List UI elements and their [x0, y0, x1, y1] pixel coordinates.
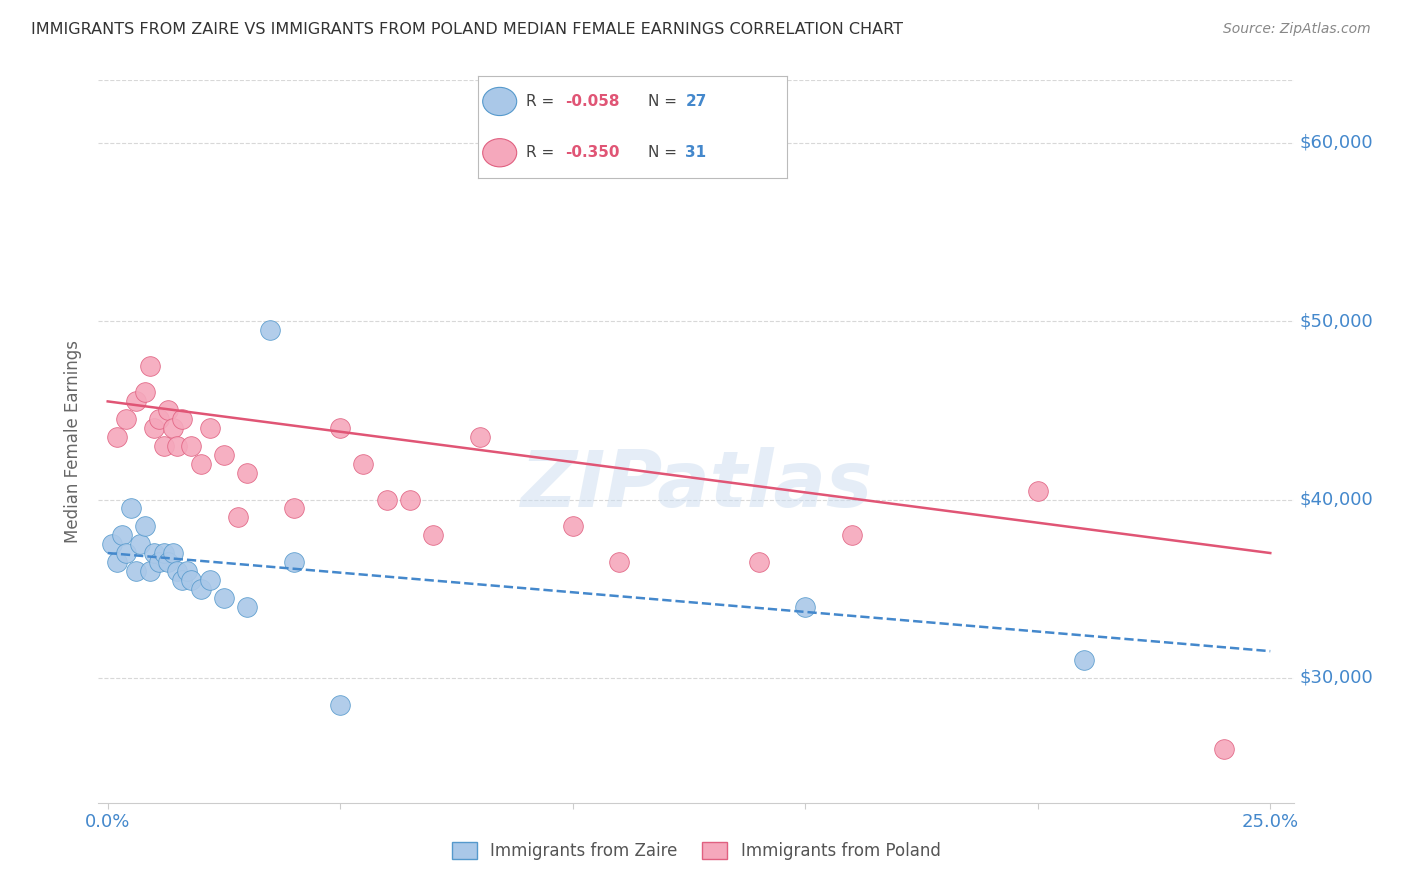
Point — [329, 421, 352, 435]
Point — [124, 394, 146, 409]
Point — [422, 528, 444, 542]
Point — [172, 573, 194, 587]
Point — [198, 573, 221, 587]
Text: IMMIGRANTS FROM ZAIRE VS IMMIGRANTS FROM POLAND MEDIAN FEMALE EARNINGS CORRELATI: IMMIGRANTS FROM ZAIRE VS IMMIGRANTS FROM… — [31, 22, 903, 37]
Text: N =: N = — [648, 94, 682, 109]
Text: 31: 31 — [685, 145, 706, 161]
Point — [748, 555, 770, 569]
Point — [259, 323, 281, 337]
Point — [124, 564, 146, 578]
Point — [143, 421, 166, 435]
Point — [236, 466, 259, 480]
Point — [180, 439, 202, 453]
Point — [176, 564, 198, 578]
Point — [353, 457, 375, 471]
Text: 27: 27 — [685, 94, 707, 109]
Point — [162, 421, 184, 435]
Point — [111, 528, 134, 542]
Point — [101, 537, 124, 551]
Text: $60,000: $60,000 — [1299, 134, 1374, 152]
Point — [166, 439, 188, 453]
Text: -0.058: -0.058 — [565, 94, 619, 109]
Circle shape — [482, 138, 517, 167]
Text: $50,000: $50,000 — [1299, 312, 1374, 330]
Point — [190, 582, 212, 596]
Point — [152, 439, 174, 453]
Point — [329, 698, 352, 712]
Text: N =: N = — [648, 145, 682, 161]
Point — [115, 546, 138, 560]
Point — [105, 555, 128, 569]
Legend: Immigrants from Zaire, Immigrants from Poland: Immigrants from Zaire, Immigrants from P… — [444, 835, 948, 867]
Point — [198, 421, 221, 435]
Point — [138, 359, 160, 373]
Point — [152, 546, 174, 560]
Point — [1026, 483, 1049, 498]
Point — [236, 599, 259, 614]
Point — [212, 591, 235, 605]
Point — [841, 528, 863, 542]
Point — [1073, 653, 1095, 667]
Point — [138, 564, 160, 578]
Point — [226, 510, 249, 524]
Text: -0.350: -0.350 — [565, 145, 619, 161]
Point — [148, 412, 170, 426]
Point — [166, 564, 188, 578]
Text: R =: R = — [526, 94, 560, 109]
Point — [129, 537, 152, 551]
Point — [561, 519, 583, 533]
Point — [134, 519, 156, 533]
Text: $40,000: $40,000 — [1299, 491, 1374, 508]
Point — [794, 599, 817, 614]
Point — [120, 501, 142, 516]
Text: R =: R = — [526, 145, 560, 161]
Point — [190, 457, 212, 471]
Point — [212, 448, 235, 462]
Point — [399, 492, 422, 507]
Text: Source: ZipAtlas.com: Source: ZipAtlas.com — [1223, 22, 1371, 37]
Point — [162, 546, 184, 560]
Point — [105, 430, 128, 444]
Point — [157, 555, 180, 569]
Text: $30,000: $30,000 — [1299, 669, 1374, 687]
Point — [134, 385, 156, 400]
Point — [283, 501, 305, 516]
Point — [148, 555, 170, 569]
Point — [1212, 742, 1234, 756]
Point — [375, 492, 398, 507]
Point — [172, 412, 194, 426]
Point — [607, 555, 630, 569]
Text: ZIPatlas: ZIPatlas — [520, 447, 872, 523]
Y-axis label: Median Female Earnings: Median Female Earnings — [65, 340, 83, 543]
Point — [157, 403, 180, 417]
Point — [180, 573, 202, 587]
Point — [115, 412, 138, 426]
Point — [143, 546, 166, 560]
Point — [283, 555, 305, 569]
Point — [468, 430, 491, 444]
Circle shape — [482, 87, 517, 116]
